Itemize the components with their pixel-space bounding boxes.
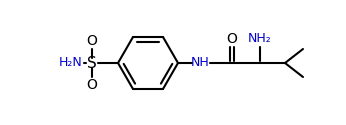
Text: H₂N: H₂N <box>59 56 83 70</box>
Text: S: S <box>87 56 97 70</box>
Text: NH₂: NH₂ <box>248 32 272 46</box>
Text: O: O <box>227 32 237 46</box>
Text: O: O <box>86 34 98 48</box>
Text: NH: NH <box>191 56 209 70</box>
Text: O: O <box>86 78 98 92</box>
